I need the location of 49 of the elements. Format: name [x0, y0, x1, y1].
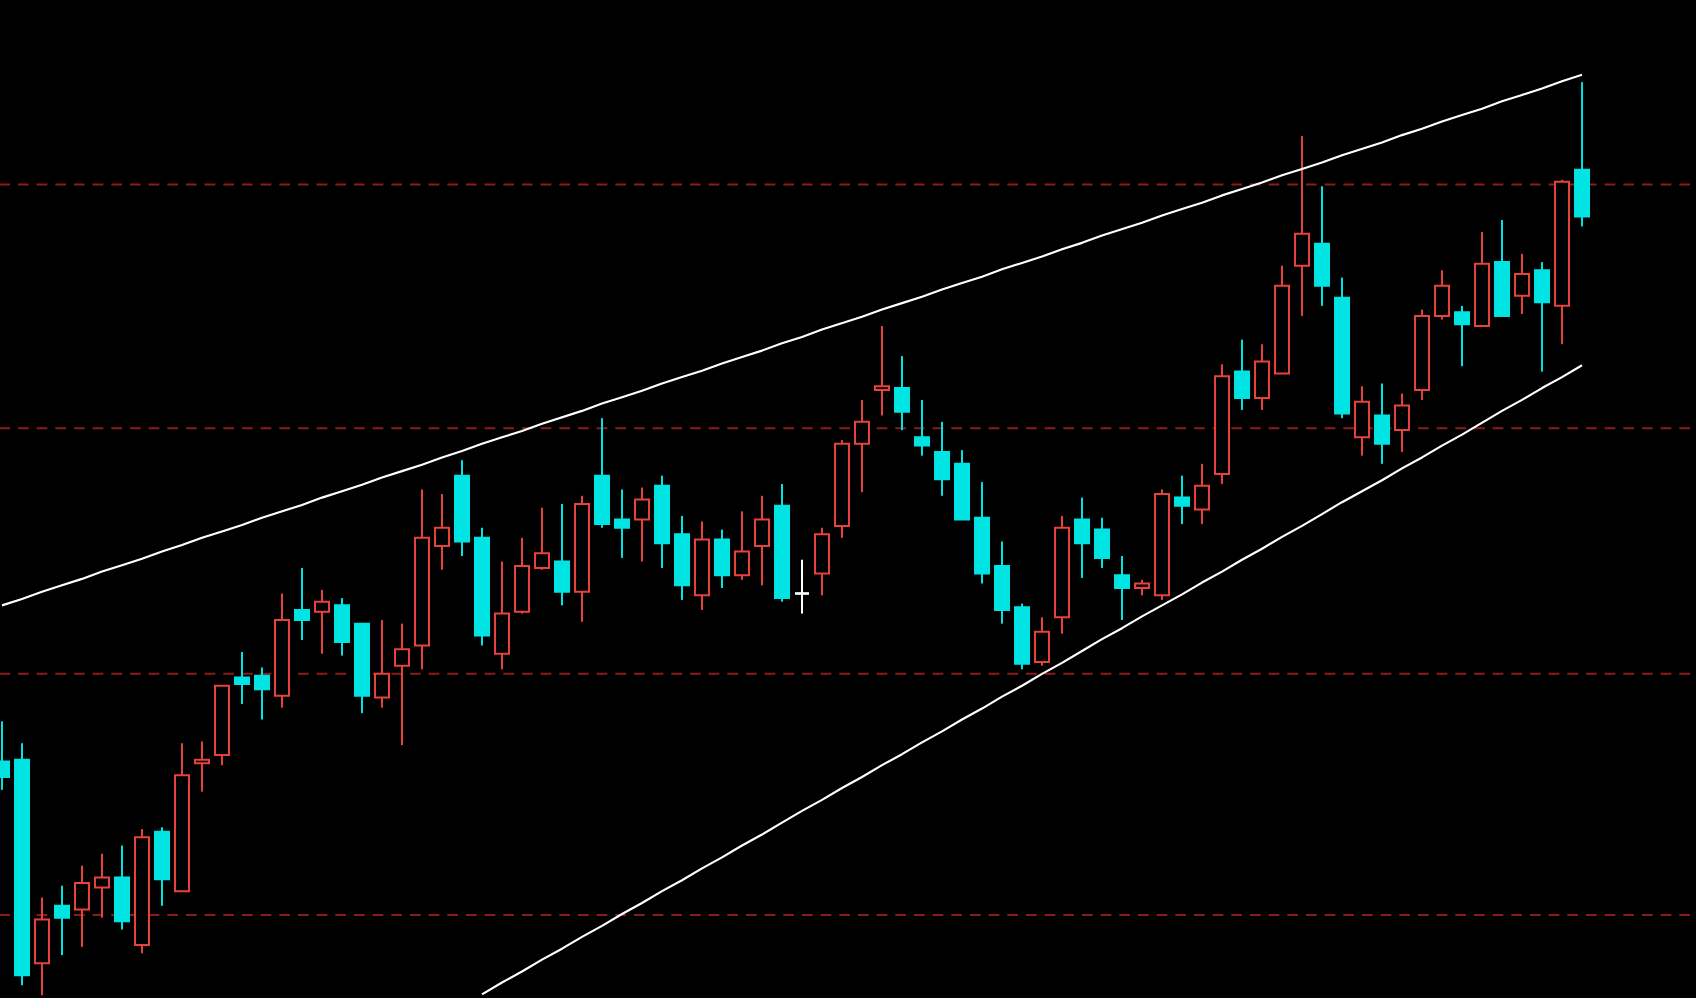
candlestick: [94, 852, 110, 919]
candlestick: [1454, 304, 1471, 368]
candlestick: [994, 540, 1011, 625]
candlestick: [814, 526, 831, 597]
candlestick: [793, 558, 811, 615]
candlestick: [1534, 261, 1551, 373]
candlestick: [114, 844, 130, 931]
candlestick: [294, 566, 311, 642]
candlestick: [514, 536, 531, 615]
candlestick: [1034, 616, 1051, 667]
candlestick: [1374, 382, 1391, 465]
candlestick: [1234, 338, 1251, 411]
candlestick: [854, 398, 871, 494]
candlestick: [634, 486, 651, 563]
candlestick: [714, 528, 731, 590]
candlestick: [234, 650, 251, 705]
candlestick: [1074, 496, 1091, 579]
candlestick: [754, 494, 771, 587]
candlestick: [554, 503, 571, 607]
candlestick: [914, 398, 931, 457]
candlestick: [434, 492, 451, 571]
candlestick: [894, 355, 911, 432]
candlestick: [734, 510, 751, 581]
candlestick: [74, 864, 90, 948]
candlestick: [494, 560, 511, 671]
candlestick: [934, 420, 951, 497]
candlestick: [1094, 516, 1111, 569]
candlestick: [1514, 252, 1531, 316]
candlestick: [394, 622, 411, 747]
candlestick: [1314, 185, 1331, 307]
candlestick: [1434, 269, 1451, 321]
candlestick: [154, 826, 171, 907]
candlestick: [614, 488, 631, 559]
candlestick: [1574, 81, 1591, 228]
candlestick: [1254, 343, 1271, 411]
candlestick: [374, 618, 391, 709]
candlestick: [1354, 385, 1371, 457]
candlestick: [314, 588, 330, 655]
candlestick: [334, 597, 350, 657]
candlestick: [194, 740, 210, 793]
candlestick: [1194, 462, 1211, 526]
candlestick: [254, 666, 271, 721]
candlestick: [874, 324, 891, 417]
candlestick: [534, 506, 551, 571]
candlestick: [1174, 474, 1191, 526]
candlestick: [54, 884, 70, 957]
candlestick: [1294, 135, 1311, 317]
candlestick: [1114, 555, 1131, 621]
candlestick: [1394, 392, 1411, 453]
